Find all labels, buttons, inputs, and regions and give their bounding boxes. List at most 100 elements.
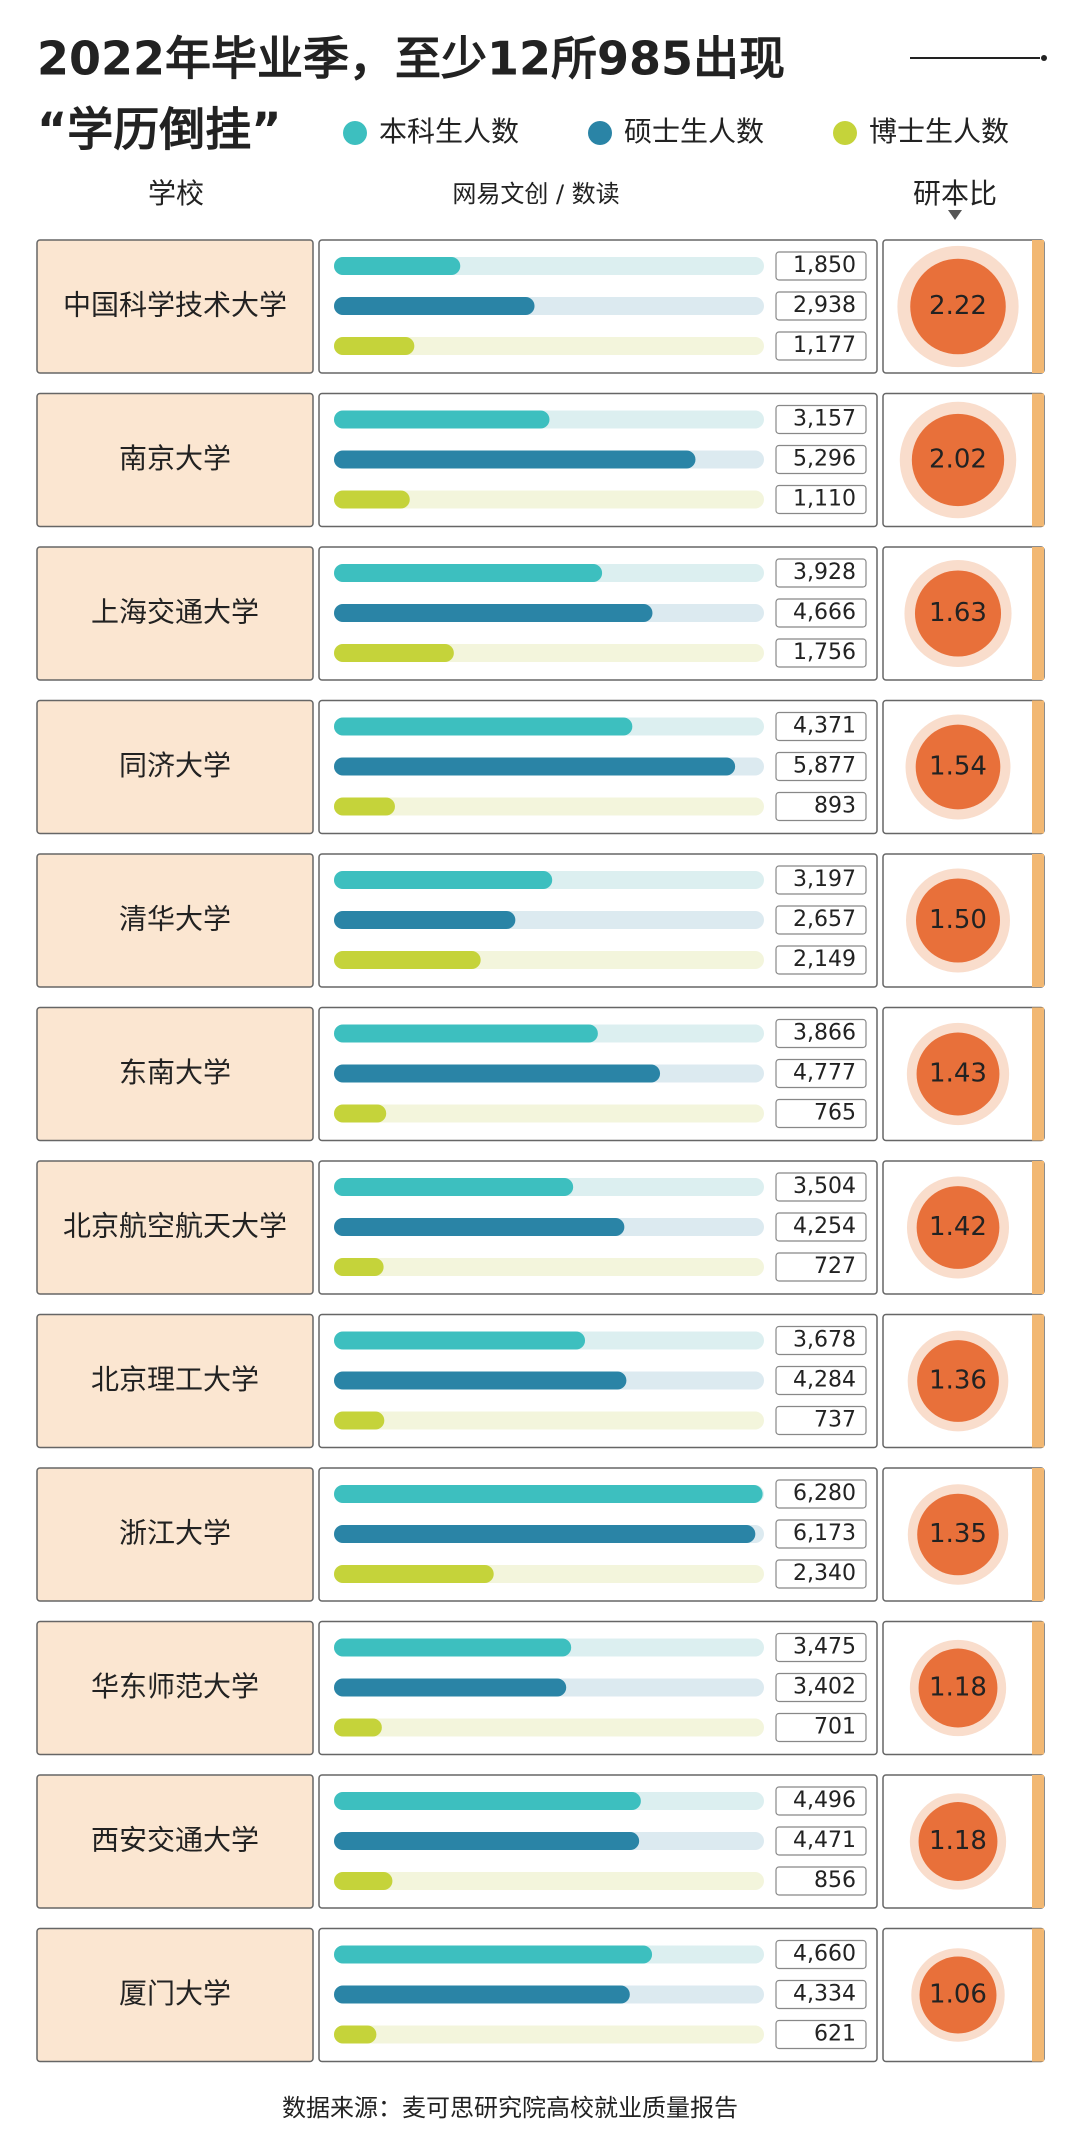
ratio-label: 1.35 bbox=[929, 1519, 987, 1549]
category-panel bbox=[36, 546, 314, 681]
legend-swatch bbox=[588, 121, 612, 145]
value-label: 2,938 bbox=[793, 293, 856, 318]
ratio-label: 1.18 bbox=[929, 1826, 987, 1856]
bar bbox=[334, 1872, 393, 1890]
bar bbox=[334, 604, 653, 622]
value-box bbox=[775, 291, 867, 321]
value-box bbox=[775, 905, 867, 935]
value-box bbox=[775, 1939, 867, 1970]
bar-track bbox=[334, 1718, 764, 1737]
ratio-label: 1.54 bbox=[929, 752, 987, 782]
ratio-panel-edge bbox=[1032, 700, 1044, 834]
ratio-panel-edge bbox=[1032, 1928, 1044, 2062]
value-box bbox=[775, 1866, 867, 1896]
ratio-circle bbox=[916, 878, 1000, 963]
category-panel bbox=[36, 1467, 314, 1602]
value-label: 5,877 bbox=[793, 754, 856, 779]
value-box bbox=[775, 1365, 867, 1396]
bar bbox=[334, 797, 395, 816]
value-box bbox=[775, 444, 867, 475]
value-box bbox=[775, 1098, 867, 1129]
bar bbox=[334, 1371, 627, 1390]
category-label: 北京航空航天大学 bbox=[63, 1210, 287, 1243]
value-label: 3,157 bbox=[793, 407, 856, 432]
value-box bbox=[775, 251, 867, 281]
bar-track bbox=[334, 1411, 764, 1430]
bar bbox=[334, 1985, 630, 2004]
ratio-label: 1.63 bbox=[929, 598, 987, 628]
ratio-label: 2.22 bbox=[929, 291, 987, 321]
value-box bbox=[775, 1979, 867, 2010]
bar bbox=[334, 911, 516, 929]
value-label: 4,371 bbox=[793, 714, 856, 739]
ratio-label: 1.43 bbox=[929, 1059, 987, 1089]
ratio-panel-edge bbox=[1032, 854, 1044, 987]
ratio-label: 1.42 bbox=[929, 1212, 987, 1242]
value-label: 6,280 bbox=[793, 1481, 856, 1506]
bar bbox=[334, 951, 481, 969]
bar bbox=[334, 757, 736, 776]
category-panel bbox=[36, 1160, 314, 1295]
value-label: 701 bbox=[814, 1715, 856, 1740]
category-label: 厦门大学 bbox=[119, 1977, 231, 2010]
value-label: 4,660 bbox=[793, 1942, 856, 1967]
bar-track bbox=[334, 1872, 764, 1890]
value-box bbox=[775, 1058, 867, 1089]
category-panel bbox=[36, 1620, 314, 1756]
ratio-circle bbox=[916, 1186, 1000, 1269]
ratio-panel-edge bbox=[1032, 1775, 1044, 1908]
value-box bbox=[775, 1786, 867, 1816]
value-box bbox=[775, 598, 867, 628]
bar bbox=[334, 1792, 641, 1810]
category-label: 上海交通大学 bbox=[91, 596, 259, 629]
bar bbox=[334, 1945, 653, 1964]
ratio-panel-edge bbox=[1032, 1314, 1044, 1448]
bar bbox=[334, 1331, 586, 1350]
value-box bbox=[775, 484, 867, 515]
value-label: 2,340 bbox=[793, 1561, 856, 1586]
category-label: 清华大学 bbox=[119, 903, 231, 936]
bar bbox=[334, 1638, 572, 1657]
bar bbox=[334, 410, 550, 429]
value-label: 3,678 bbox=[793, 1328, 856, 1353]
ratio-circle bbox=[918, 1802, 998, 1881]
bar-track bbox=[334, 490, 764, 509]
category-panel bbox=[36, 699, 314, 835]
value-box bbox=[775, 638, 867, 668]
value-label: 2,149 bbox=[793, 947, 856, 972]
bar-track bbox=[334, 2025, 764, 2044]
value-box bbox=[775, 711, 867, 742]
category-panel bbox=[36, 1313, 314, 1449]
ratio-panel-edge bbox=[1032, 1161, 1044, 1294]
value-label: 765 bbox=[814, 1101, 856, 1126]
category-label: 东南大学 bbox=[119, 1056, 231, 1089]
bar bbox=[334, 1525, 756, 1543]
bar bbox=[334, 1411, 385, 1430]
value-box bbox=[775, 1479, 867, 1509]
bar bbox=[334, 2025, 377, 2044]
bar bbox=[334, 1832, 640, 1850]
value-label: 4,284 bbox=[793, 1368, 856, 1393]
value-label: 856 bbox=[814, 1868, 856, 1893]
ratio-circle bbox=[918, 1648, 998, 1728]
value-box bbox=[775, 331, 867, 361]
legend-label: 本科生人数 bbox=[379, 115, 519, 148]
value-box bbox=[775, 404, 867, 435]
category-panel bbox=[36, 239, 314, 374]
value-label: 3,504 bbox=[793, 1174, 856, 1199]
value-label: 727 bbox=[814, 1254, 856, 1279]
chart-title: 2022年毕业季，至少12所985出现 bbox=[37, 32, 785, 86]
chart-subtitle: “学历倒挂” bbox=[37, 103, 281, 157]
ratio-label: 1.06 bbox=[929, 1980, 987, 2010]
category-label: 华东师范大学 bbox=[91, 1670, 259, 1703]
header-pointer bbox=[948, 210, 962, 220]
value-label: 5,296 bbox=[793, 447, 856, 472]
value-box bbox=[775, 1212, 867, 1242]
ratio-circle bbox=[916, 1032, 1000, 1116]
value-box bbox=[775, 2019, 867, 2050]
ratio-circle bbox=[917, 1340, 999, 1422]
bar bbox=[334, 644, 454, 662]
value-label: 3,928 bbox=[793, 560, 856, 585]
value-label: 1,756 bbox=[793, 640, 856, 665]
